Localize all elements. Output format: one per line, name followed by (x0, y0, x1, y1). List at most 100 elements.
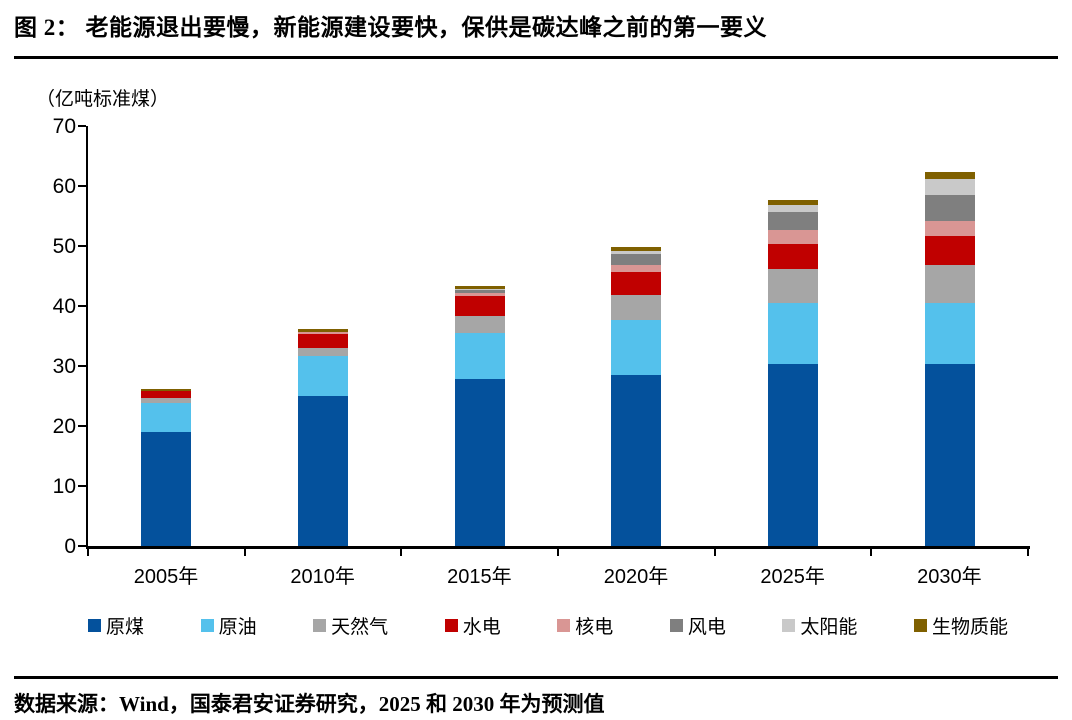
y-tick-label: 70 (52, 115, 76, 138)
y-tick-label: 0 (64, 535, 76, 558)
y-tick-mark (78, 425, 86, 427)
legend-item-原油: 原油 (200, 612, 257, 639)
y-tick-mark (78, 365, 86, 367)
legend-swatch-icon (444, 619, 458, 632)
legend-label: 生物质能 (931, 617, 1008, 638)
legend-swatch-icon (782, 619, 796, 632)
bar-segment-生物质能-2005年 (141, 388, 192, 392)
bar-segment-原油-2005年 (141, 402, 192, 432)
figure-title: 图 2： 老能源退出要慢，新能源建设要快，保供是碳达峰之前的第一要义 (14, 15, 767, 40)
legend-swatch-icon (200, 619, 214, 632)
bar-segment-核电-2010年 (298, 332, 348, 335)
bar-segment-核电-2025年 (768, 230, 818, 245)
y-tick-label: 60 (52, 175, 76, 198)
bar-segment-原油-2010年 (298, 356, 348, 396)
bar-segment-生物质能-2020年 (611, 247, 662, 251)
x-tick-mark (87, 549, 89, 556)
y-tick-mark (78, 245, 86, 247)
legend-label: 太阳能 (800, 617, 858, 638)
bar-segment-核电-2030年 (924, 220, 975, 237)
legend-item-核电: 核电 (557, 612, 613, 639)
bar-segment-太阳能-2015年 (454, 289, 505, 290)
x-axis-label-2020年: 2020年 (603, 566, 669, 588)
bar-segment-风电-2020年 (611, 254, 662, 265)
legend-label: 原油 (218, 617, 257, 638)
chart-legend: 原煤 原油 天然气 水电 核电 风电 太阳能 生物质能 (88, 612, 1008, 639)
x-axis-label-2015年: 2015年 (447, 566, 512, 588)
x-axis-label-2025年: 2025年 (760, 566, 825, 588)
legend-label: 原煤 (106, 617, 145, 638)
legend-swatch-icon (313, 619, 327, 632)
footer-divider-rule (14, 676, 1058, 679)
x-tick-mark (400, 549, 403, 556)
bar-segment-核电-2020年 (611, 264, 662, 272)
bar-segment-原煤-2020年 (611, 375, 662, 546)
y-tick-mark (78, 485, 86, 487)
bar-segment-生物质能-2025年 (768, 199, 818, 206)
y-tick-label: 30 (52, 355, 76, 378)
legend-item-水电: 水电 (444, 612, 501, 639)
x-axis-label-2005年: 2005年 (133, 566, 199, 588)
bar-segment-原油-2020年 (611, 320, 662, 375)
y-tick-label: 50 (52, 235, 76, 258)
x-tick-mark (870, 549, 873, 556)
bar-segment-原煤-2015年 (454, 379, 505, 546)
bar-segment-水电-2020年 (611, 271, 662, 296)
y-tick-label: 10 (52, 475, 76, 498)
bar-segment-天然气-2015年 (454, 316, 505, 333)
legend-item-天然气: 天然气 (313, 612, 388, 639)
y-tick-label: 40 (52, 295, 76, 318)
bar-segment-水电-2010年 (298, 334, 348, 348)
legend-label: 核电 (575, 617, 614, 638)
title-divider-rule (14, 56, 1058, 59)
data-source-note: 数据来源：Wind，国泰君安证券研究，2025 和 2030 年为预测值 (14, 692, 605, 716)
legend-swatch-icon (88, 619, 101, 632)
bar-segment-生物质能-2015年 (454, 285, 505, 290)
bar-segment-原油-2030年 (924, 303, 975, 364)
bar-segment-生物质能-2030年 (924, 172, 975, 180)
bar-segment-天然气-2025年 (768, 269, 818, 303)
bar-segment-水电-2015年 (454, 295, 505, 317)
bar-segment-天然气-2020年 (611, 295, 662, 321)
y-tick-mark (78, 305, 86, 307)
bar-segment-太阳能-2030年 (924, 179, 975, 195)
x-axis-line (86, 546, 1030, 549)
x-tick-mark (557, 549, 559, 556)
legend-label: 风电 (687, 617, 726, 638)
x-tick-mark (713, 549, 716, 556)
y-axis-unit-label: （亿吨标准煤） (36, 89, 170, 110)
bar-segment-原煤-2025年 (768, 364, 818, 546)
legend-item-生物质能: 生物质能 (913, 612, 1008, 639)
bar-segment-生物质能-2010年 (298, 328, 348, 333)
bar-segment-原油-2015年 (454, 333, 505, 380)
legend-label: 水电 (462, 617, 501, 638)
bar-segment-风电-2030年 (924, 195, 975, 221)
legend-swatch-icon (913, 619, 927, 632)
bar-segment-太阳能-2025年 (768, 205, 818, 212)
y-tick-label: 20 (52, 415, 76, 438)
bar-segment-天然气-2010年 (298, 348, 348, 357)
x-axis-label-2010年: 2010年 (290, 566, 355, 588)
bar-segment-天然气-2005年 (141, 397, 192, 403)
y-tick-mark (78, 125, 86, 127)
bar-segment-太阳能-2020年 (611, 250, 662, 255)
bar-segment-水电-2005年 (141, 391, 192, 398)
legend-swatch-icon (557, 619, 571, 632)
legend-item-太阳能: 太阳能 (782, 612, 857, 639)
bar-segment-原煤-2010年 (298, 396, 348, 546)
y-tick-mark (78, 185, 86, 187)
bar-segment-水电-2025年 (768, 244, 818, 270)
bar-segment-原油-2025年 (768, 303, 818, 365)
y-tick-mark (78, 545, 86, 547)
legend-swatch-icon (669, 619, 683, 632)
x-tick-mark (243, 549, 246, 556)
y-axis-line (86, 126, 88, 548)
bar-segment-核电-2015年 (454, 292, 505, 296)
bar-segment-风电-2015年 (454, 289, 505, 293)
bar-segment-水电-2030年 (924, 236, 975, 266)
legend-label: 天然气 (331, 617, 389, 638)
bar-segment-风电-2025年 (768, 211, 818, 231)
legend-item-原煤: 原煤 (88, 612, 144, 639)
bar-segment-天然气-2030年 (924, 265, 975, 303)
